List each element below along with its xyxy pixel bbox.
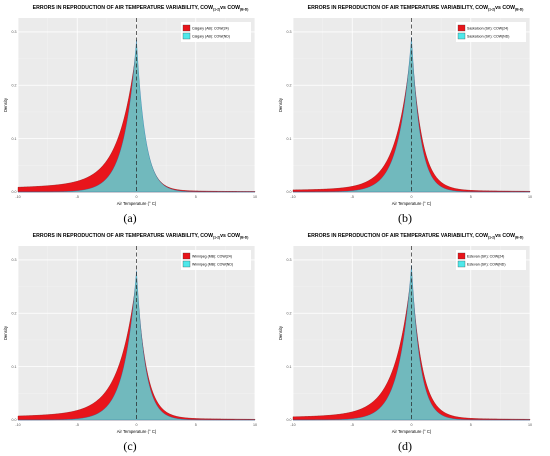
x-tick-label: -10 xyxy=(290,423,295,427)
legend-swatch xyxy=(458,25,465,31)
y-tick-label: 0.0 xyxy=(287,190,292,194)
title-main: ERRORS IN REPRODUCTION OF AIR TEMPERATUR… xyxy=(308,5,488,11)
x-axis-label: Air Temperature (° C) xyxy=(117,429,157,434)
legend: Calgary (AB): COW(24) Calgary (AB): COW(N… xyxy=(181,22,251,42)
legend-swatch xyxy=(183,25,190,31)
title-subscript-2: (B-D) xyxy=(240,236,248,240)
x-tick-label: -5 xyxy=(76,423,79,427)
legend-swatch xyxy=(183,261,190,267)
y-tick-label: 0.2 xyxy=(287,83,292,87)
y-axis-label: Density xyxy=(278,325,283,340)
title-subscript-1: (1-2) xyxy=(488,236,495,240)
y-tick-label: 0.2 xyxy=(287,311,292,315)
x-axis-label: Air Temperature (° C) xyxy=(392,429,432,434)
y-axis-label: Density xyxy=(278,97,283,112)
x-tick-label: 5 xyxy=(470,423,472,427)
y-tick-label: 0.1 xyxy=(12,365,17,369)
chart-title: ERRORS IN REPRODUCTION OF AIR TEMPERATUR… xyxy=(33,233,249,240)
y-tick-label: 0.1 xyxy=(287,365,292,369)
x-tick-label: 10 xyxy=(253,195,257,199)
x-axis-label: Air Temperature (° C) xyxy=(392,201,432,206)
x-tick-label: -10 xyxy=(15,195,20,199)
panel-letter: (b) xyxy=(398,211,412,225)
title-subscript-1: (1-2) xyxy=(488,8,495,12)
y-axis-label: Density xyxy=(3,325,8,340)
legend-entry-label: Calgary (AB): COW(ND) xyxy=(192,34,230,38)
legend-entry-label: Estevan (SK): COW(24) xyxy=(467,254,504,258)
x-tick-label: -5 xyxy=(351,195,354,199)
legend: Winnipeg (MB): COW(24) Winnipeg (MB): COW… xyxy=(181,250,251,270)
legend-background xyxy=(456,22,526,42)
x-tick-label: 10 xyxy=(253,423,257,427)
legend: Estevan (SK): COW(24) Estevan (SK): COW(N… xyxy=(456,250,526,270)
y-tick-label: 0.0 xyxy=(12,418,17,422)
title-main: ERRORS IN REPRODUCTION OF AIR TEMPERATUR… xyxy=(33,5,213,11)
chart-title: ERRORS IN REPRODUCTION OF AIR TEMPERATUR… xyxy=(308,233,524,240)
y-tick-label: 0.3 xyxy=(12,258,17,262)
panel-letter: (a) xyxy=(123,211,136,225)
x-tick-label: 5 xyxy=(470,195,472,199)
y-tick-label: 0.3 xyxy=(287,30,292,34)
title-subscript-2: (B-D) xyxy=(515,8,523,12)
title-vs: vs COW xyxy=(495,5,515,11)
chart-panel-4: ERRORS IN REPRODUCTION OF AIR TEMPERATUR… xyxy=(278,233,532,434)
title-subscript-2: (B-D) xyxy=(240,8,248,12)
legend-entry-label: Winnipeg (MB): COW(ND) xyxy=(192,262,233,266)
y-tick-label: 0.3 xyxy=(12,30,17,34)
x-tick-label: -5 xyxy=(351,423,354,427)
x-tick-label: 0 xyxy=(136,423,138,427)
x-tick-label: 10 xyxy=(528,195,532,199)
title-vs: vs COW xyxy=(220,5,240,11)
x-tick-label: 0 xyxy=(411,195,413,199)
y-tick-label: 0.1 xyxy=(287,137,292,141)
y-tick-label: 0.0 xyxy=(12,190,17,194)
legend-swatch xyxy=(458,253,465,259)
title-vs: vs COW xyxy=(220,233,240,239)
chart-title: ERRORS IN REPRODUCTION OF AIR TEMPERATUR… xyxy=(33,5,249,12)
legend-swatch xyxy=(458,33,465,39)
x-tick-label: -10 xyxy=(290,195,295,199)
chart-title: ERRORS IN REPRODUCTION OF AIR TEMPERATUR… xyxy=(308,5,524,12)
title-main: ERRORS IN REPRODUCTION OF AIR TEMPERATUR… xyxy=(308,233,488,239)
chart-panel-2: ERRORS IN REPRODUCTION OF AIR TEMPERATUR… xyxy=(278,5,532,206)
panel-letter: (d) xyxy=(398,439,412,453)
legend-entry-label: Saskatoon (SK): COW(24) xyxy=(467,26,508,30)
title-subscript-1: (1-2) xyxy=(213,8,220,12)
y-tick-label: 0.0 xyxy=(287,418,292,422)
y-tick-label: 0.1 xyxy=(12,137,17,141)
chart-panel-3: ERRORS IN REPRODUCTION OF AIR TEMPERATUR… xyxy=(3,233,257,434)
chart-panel-1: ERRORS IN REPRODUCTION OF AIR TEMPERATUR… xyxy=(3,5,257,206)
legend-swatch xyxy=(183,33,190,39)
y-tick-label: 0.2 xyxy=(12,83,17,87)
panel-letter: (c) xyxy=(123,439,136,453)
legend-entry-label: Estevan (SK): COW(ND) xyxy=(467,262,506,266)
legend-entry-label: Calgary (AB): COW(24) xyxy=(192,26,229,30)
x-tick-label: 0 xyxy=(136,195,138,199)
legend-swatch xyxy=(183,253,190,259)
y-axis-label: Density xyxy=(3,97,8,112)
x-tick-label: 5 xyxy=(195,195,197,199)
legend: Saskatoon (SK): COW(24) Saskatoon (SK): C… xyxy=(456,22,526,42)
legend-background xyxy=(181,250,251,270)
legend-background xyxy=(181,22,251,42)
legend-swatch xyxy=(458,261,465,267)
title-subscript-1: (1-2) xyxy=(213,236,220,240)
x-axis-label: Air Temperature (° C) xyxy=(117,201,157,206)
legend-entry-label: Saskatoon (SK): COW(ND) xyxy=(467,34,509,38)
legend-entry-label: Winnipeg (MB): COW(24) xyxy=(192,254,232,258)
x-tick-label: 5 xyxy=(195,423,197,427)
x-tick-label: -10 xyxy=(15,423,20,427)
x-tick-label: -5 xyxy=(76,195,79,199)
y-tick-label: 0.2 xyxy=(12,311,17,315)
x-tick-label: 0 xyxy=(411,423,413,427)
title-vs: vs COW xyxy=(495,233,515,239)
title-main: ERRORS IN REPRODUCTION OF AIR TEMPERATUR… xyxy=(33,233,213,239)
x-tick-label: 10 xyxy=(528,423,532,427)
y-tick-label: 0.3 xyxy=(287,258,292,262)
legend-background xyxy=(456,250,526,270)
title-subscript-2: (B-D) xyxy=(515,236,523,240)
